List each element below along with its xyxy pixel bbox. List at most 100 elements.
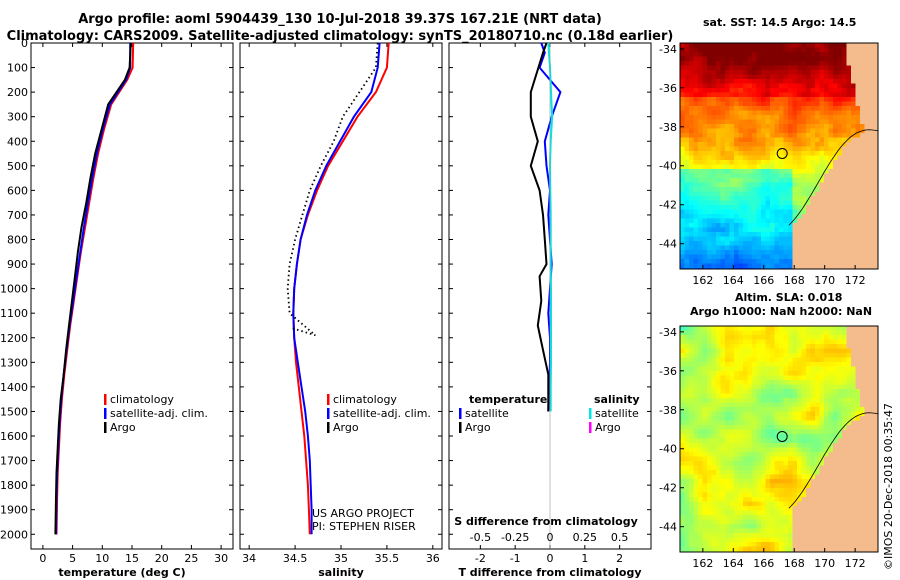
map-cell <box>716 461 721 466</box>
map-cell <box>846 182 852 188</box>
map-cell <box>738 357 744 363</box>
map-cell <box>693 83 699 89</box>
map-cell <box>860 402 865 408</box>
map-cell <box>752 218 757 224</box>
map-cell <box>837 519 843 525</box>
map-cell <box>824 209 829 215</box>
map-cell <box>747 425 753 430</box>
map-cell <box>792 173 798 179</box>
map-cell <box>702 501 708 507</box>
map-cell <box>743 461 748 466</box>
map-cell <box>855 70 861 75</box>
map-cell <box>743 133 748 138</box>
map-cell <box>756 178 762 183</box>
map-cell <box>819 79 825 84</box>
map-cell <box>779 357 784 363</box>
map-cell <box>828 461 834 466</box>
map-cell <box>788 429 793 435</box>
map-cell <box>720 254 726 260</box>
map-cell <box>842 124 847 129</box>
map-cell <box>720 106 726 111</box>
map-cell <box>702 398 708 403</box>
map-cell <box>801 416 807 421</box>
map-cell <box>738 61 744 66</box>
map-cell <box>711 398 717 403</box>
map-cell <box>774 528 780 534</box>
map-cell <box>765 236 771 242</box>
map-cell <box>851 65 856 71</box>
map-cell <box>833 402 838 408</box>
map-cell <box>833 546 838 552</box>
map-cell <box>693 133 699 138</box>
map-cell <box>864 537 870 543</box>
map-cell <box>869 142 874 147</box>
map-cell <box>743 151 748 156</box>
map-cell <box>828 429 834 435</box>
map-cell <box>770 528 775 534</box>
map-cell <box>855 110 861 116</box>
map-cell <box>725 101 730 107</box>
map-cell <box>869 218 874 224</box>
map-cell <box>716 56 721 62</box>
map-cell <box>693 510 699 516</box>
map-cell <box>716 47 721 53</box>
map-cell <box>828 389 834 394</box>
map-cell <box>788 371 793 376</box>
map-cell <box>842 488 847 493</box>
map-cell <box>734 146 739 152</box>
map-cell <box>815 515 820 520</box>
map-cell <box>824 542 829 547</box>
map-cell <box>855 259 861 264</box>
map-cell <box>810 223 816 228</box>
map-cell <box>788 115 793 120</box>
map-cell <box>810 83 816 89</box>
map-cell <box>833 429 838 435</box>
map-cell <box>711 402 717 408</box>
map-cell <box>693 223 699 228</box>
map-cell <box>869 56 874 62</box>
map-cell <box>716 429 721 435</box>
map-cell <box>855 164 861 170</box>
map-cell <box>833 254 838 260</box>
map-cell <box>765 353 771 358</box>
map-cell <box>707 456 712 462</box>
map-cell <box>756 133 762 138</box>
map-cell <box>711 173 717 179</box>
map-cell <box>684 479 690 484</box>
map-cell <box>702 488 708 493</box>
map-cell <box>833 384 838 390</box>
map-cell <box>747 65 753 71</box>
map-cell <box>851 411 856 417</box>
map-cell <box>702 470 708 475</box>
map-cell <box>851 537 856 543</box>
map-cell <box>680 173 685 179</box>
map-cell <box>828 371 834 376</box>
map-cell <box>698 366 703 372</box>
map-cell <box>680 380 685 385</box>
map-cell <box>725 348 730 354</box>
map-cell <box>770 110 775 116</box>
map-cell <box>770 353 775 358</box>
map-cell <box>869 137 874 143</box>
map-cell <box>752 326 757 331</box>
map-cell <box>810 465 816 471</box>
map-cell <box>846 214 852 219</box>
map-cell <box>833 227 838 233</box>
map-cell <box>698 425 703 430</box>
map-cell <box>833 465 838 471</box>
map-cell <box>806 133 811 138</box>
map-cell <box>707 371 712 376</box>
map-cell <box>684 326 690 331</box>
map-cell <box>788 155 793 161</box>
map-cell <box>824 465 829 471</box>
map-cell <box>842 362 847 367</box>
map-cell <box>693 146 699 152</box>
map-cell <box>770 47 775 53</box>
sla-argo-marker <box>776 430 788 442</box>
map-cell <box>801 83 807 89</box>
map-cell <box>824 380 829 385</box>
map-cell <box>833 43 838 48</box>
map-cell <box>860 546 865 552</box>
map-cell <box>693 461 699 466</box>
map-cell <box>855 326 861 331</box>
